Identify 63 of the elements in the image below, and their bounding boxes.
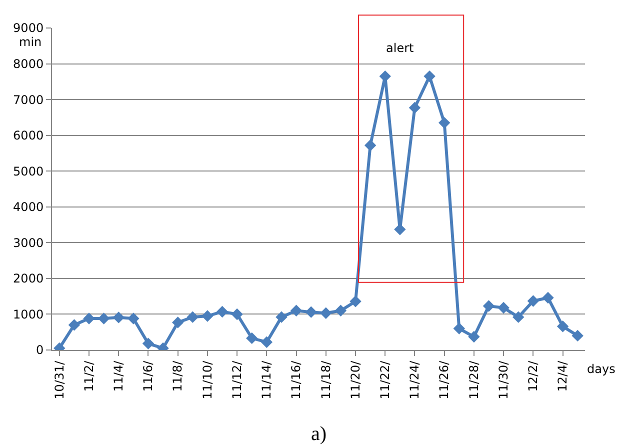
point [305,306,317,318]
y-tick-label: 9000 [13,21,44,36]
x-tick-label: 11/28/ [466,360,481,400]
x-tick-label: 11/8/ [170,360,185,392]
y-tick-label: 2000 [13,272,44,286]
x-axis-title: days [587,362,616,376]
x-tick-label: 11/24/ [408,360,422,400]
point [128,312,140,324]
point [202,310,214,322]
x-tick-label: 12/4/ [556,360,570,392]
x-tick-label: 11/20/ [348,360,362,400]
y-tick-label: 8000 [13,56,44,71]
annotation: alert [386,41,414,55]
point [468,330,480,343]
point [260,336,273,348]
y-tick-label: 3000 [13,236,44,250]
point [186,311,198,323]
x-tick-label: 11/26/ [437,360,452,400]
y-tick-label: 4000 [13,200,44,214]
point [112,312,124,324]
text: a) [311,423,327,445]
x-tick-label: 11/16/ [289,360,304,400]
x-tick-label: 11/10/ [200,360,214,400]
x-tick-label: 11/30/ [496,360,510,400]
x-tick-label: 12/2/ [526,360,540,392]
point [142,338,154,350]
point [350,295,362,308]
point [542,292,554,304]
x-tick-label: 11/14/ [260,360,274,400]
x-tick-label: 11/22/ [378,360,392,400]
point [246,332,258,344]
point [216,306,228,318]
point [364,140,376,152]
x-tick-label: 11/6/ [141,360,156,392]
point [527,295,540,307]
y-axis-title: min [19,35,42,49]
x-tick-label: 11/2/ [82,360,96,392]
point [231,308,243,320]
x-tick-label: 11/18/ [318,360,333,400]
x-tick-label: 10/31/ [52,360,66,400]
point [320,307,332,319]
point [68,319,80,331]
point [408,102,421,114]
point [424,70,436,82]
y-tick-label: 5000 [13,164,44,178]
x-tick-label: 11/12/ [230,360,244,400]
x-tick-label: 11/4/ [112,360,126,392]
y-tick-label: 1000 [13,307,44,322]
point [453,322,465,334]
y-tick-label: 7000 [13,92,44,107]
point [172,316,184,328]
point [276,311,288,323]
point [83,312,95,324]
y-tick-label: 0 [36,343,44,358]
point [290,304,302,316]
point [482,300,495,312]
point [498,302,510,314]
y-tick-label: 6000 [13,128,44,143]
point [334,304,347,316]
point [438,116,450,129]
point [572,330,584,342]
point [556,320,569,332]
point [512,311,524,323]
